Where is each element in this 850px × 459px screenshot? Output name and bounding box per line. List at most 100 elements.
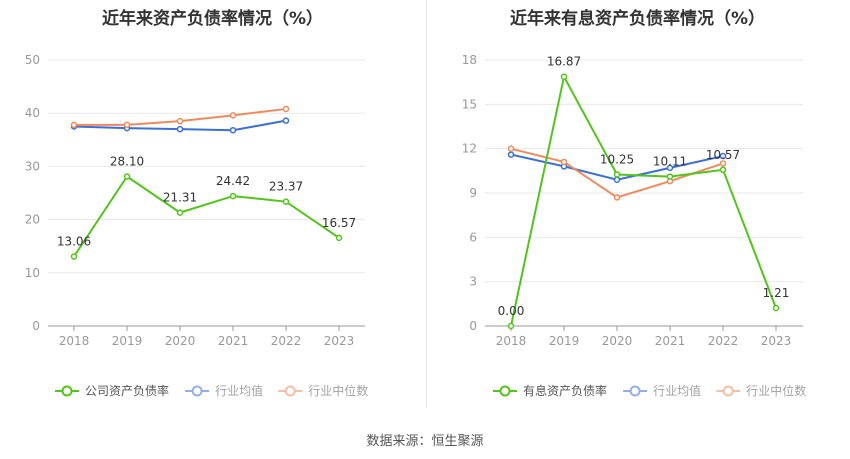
y-tick-label: 20 bbox=[25, 213, 40, 227]
series-line bbox=[73, 175, 340, 258]
data-point bbox=[282, 117, 290, 124]
legend-swatch-marker bbox=[629, 385, 641, 397]
data-point bbox=[229, 192, 237, 200]
data-point bbox=[123, 173, 131, 180]
legend-swatch-marker bbox=[191, 385, 203, 397]
legend-swatch-marker bbox=[284, 385, 296, 397]
data-label: 23.37 bbox=[269, 180, 303, 194]
data-point bbox=[282, 105, 290, 113]
y-tick-label: 0 bbox=[32, 319, 40, 333]
chart-panel-interest-debt-ratio: 近年来有息资产负债率情况（%） 0 3 6 9 12 15 18 2018 2019 2020 20… bbox=[425, 0, 850, 420]
x-tick-label: 2021 bbox=[218, 334, 249, 348]
legend-label: 行业均值 bbox=[215, 383, 263, 398]
legend-swatch-marker bbox=[722, 385, 734, 397]
data-point bbox=[507, 145, 515, 152]
x-tick-label: 2019 bbox=[112, 334, 143, 348]
legend: 有息资产负债率 行业均值 行业中位数 bbox=[493, 383, 806, 398]
data-point bbox=[70, 121, 78, 129]
data-point bbox=[560, 73, 568, 80]
data-source-note: 数据来源：恒生聚源 bbox=[366, 434, 484, 449]
legend-item: 行业均值 bbox=[623, 383, 701, 398]
chart-svg: 0 3 6 9 12 15 18 2018 2019 2020 2021 2022 2023 0.00 16… bbox=[462, 53, 807, 398]
x-tick-label: 2022 bbox=[271, 334, 302, 348]
y-tick-label: 10 bbox=[25, 266, 40, 280]
legend: 公司资产负债率 行业均值 行业中位数 bbox=[55, 383, 368, 398]
data-label: 21.31 bbox=[163, 191, 197, 205]
y-tick-label: 9 bbox=[469, 186, 477, 200]
chart-title: 近年来资产负债率情况（%） bbox=[101, 9, 324, 29]
y-tick-label: 30 bbox=[25, 159, 40, 173]
x-tick-label: 2020 bbox=[602, 334, 633, 348]
data-point bbox=[613, 176, 621, 183]
x-tick-label: 2018 bbox=[496, 334, 527, 348]
data-point bbox=[123, 121, 131, 129]
series-line bbox=[510, 73, 777, 327]
data-point bbox=[507, 322, 515, 330]
data-point bbox=[229, 112, 237, 119]
y-tick-label: 15 bbox=[462, 97, 477, 111]
y-tick-label: 0 bbox=[469, 319, 477, 333]
data-point bbox=[229, 126, 237, 134]
series-industry-median bbox=[70, 105, 290, 129]
data-label: 13.06 bbox=[57, 235, 91, 249]
legend-item: 有息资产负债率 bbox=[493, 383, 607, 398]
legend-label: 行业中位数 bbox=[308, 383, 368, 398]
legend-swatch-marker bbox=[61, 385, 73, 397]
data-point bbox=[282, 198, 290, 205]
y-tick-label: 18 bbox=[462, 53, 477, 67]
chart-svg: 0 10 20 30 40 50 2018 2019 2020 2021 2022 2023 13.06… bbox=[25, 53, 369, 398]
y-tick-label: 50 bbox=[25, 53, 40, 67]
series-main: 0.00 16.87 10.25 10.11 10.57 1.21 bbox=[498, 55, 790, 330]
data-point bbox=[70, 253, 78, 260]
legend-item: 行业中位数 bbox=[716, 383, 806, 398]
legend-label: 有息资产负债率 bbox=[523, 383, 607, 398]
data-point bbox=[719, 160, 727, 167]
chart-panel-debt-ratio: 近年来资产负债率情况（%） 0 10 20 30 40 50 2018 2019 2020 202… bbox=[0, 0, 425, 420]
data-label: 0.00 bbox=[498, 304, 525, 318]
data-label: 24.42 bbox=[216, 174, 250, 188]
panel-divider bbox=[426, 0, 427, 408]
y-tick-label: 40 bbox=[25, 106, 40, 120]
legend-item: 公司资产负债率 bbox=[55, 383, 169, 398]
data-point bbox=[613, 171, 621, 178]
chart-title: 近年来有息资产负债率情况（%） bbox=[509, 9, 766, 29]
x-tick-label: 2022 bbox=[708, 334, 739, 348]
data-label: 1.21 bbox=[763, 286, 790, 300]
x-tick-label: 2023 bbox=[761, 334, 792, 348]
x-tick-label: 2020 bbox=[165, 334, 196, 348]
legend-item: 行业中位数 bbox=[278, 383, 368, 398]
data-point bbox=[560, 158, 568, 166]
y-tick-label: 6 bbox=[469, 230, 477, 244]
x-tick-label: 2018 bbox=[59, 334, 90, 348]
data-point bbox=[719, 152, 727, 160]
y-tick-label: 3 bbox=[469, 275, 477, 289]
data-label: 10.57 bbox=[706, 148, 740, 162]
data-point bbox=[335, 234, 343, 242]
y-tick-label: 12 bbox=[462, 142, 477, 156]
data-point bbox=[176, 117, 184, 125]
data-point bbox=[176, 125, 184, 133]
data-point bbox=[666, 164, 674, 172]
x-tick-label: 2019 bbox=[549, 334, 580, 348]
data-label: 16.57 bbox=[322, 216, 356, 230]
series-main: 13.06 28.10 21.31 24.42 23.37 16.57 bbox=[57, 155, 356, 260]
data-label: 10.11 bbox=[653, 155, 687, 169]
data-point bbox=[666, 173, 674, 180]
legend-label: 行业中位数 bbox=[746, 383, 806, 398]
legend-label: 公司资产负债率 bbox=[85, 383, 169, 398]
data-point bbox=[719, 166, 727, 174]
data-label: 10.25 bbox=[600, 153, 634, 167]
x-tick-label: 2023 bbox=[324, 334, 355, 348]
data-point bbox=[507, 151, 515, 158]
legend-label: 行业均值 bbox=[653, 383, 701, 398]
x-tick-label: 2021 bbox=[655, 334, 686, 348]
data-label: 28.10 bbox=[110, 155, 144, 169]
grid: 0 10 20 30 40 50 2018 2019 2020 2021 2022 2023 bbox=[25, 53, 365, 348]
data-point bbox=[613, 194, 621, 201]
grid: 0 3 6 9 12 15 18 2018 2019 2020 2021 2022 2023 bbox=[462, 53, 803, 348]
legend-swatch-marker bbox=[499, 385, 511, 397]
legend-item: 行业均值 bbox=[185, 383, 263, 398]
data-point bbox=[772, 304, 780, 312]
data-label: 16.87 bbox=[547, 55, 581, 69]
data-point bbox=[176, 209, 184, 216]
